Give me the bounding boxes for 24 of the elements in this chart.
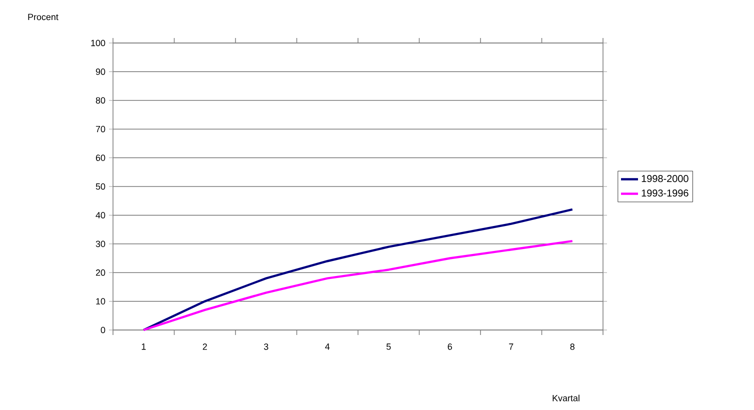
x-tick-label: 2 — [202, 344, 207, 350]
x-tick-label: 8 — [570, 344, 574, 350]
y-tick-label: 40 — [96, 212, 106, 218]
legend-label: 1998-2000 — [642, 175, 688, 182]
x-tick-label: 3 — [264, 344, 268, 350]
x-axis-title: Kvartal — [552, 394, 580, 402]
y-tick-label: 80 — [96, 97, 106, 104]
y-tick-label: 10 — [96, 298, 106, 304]
y-tick-label: 60 — [96, 154, 106, 161]
y-tick-label: 100 — [91, 40, 106, 46]
legend-label: 1993-1996 — [642, 189, 688, 197]
y-tick-label: 20 — [96, 269, 106, 276]
y-tick-label: 30 — [96, 240, 106, 248]
y-tick-label: 70 — [96, 126, 106, 132]
x-tick-label: 1 — [142, 344, 146, 350]
y-tick-label: 0 — [100, 326, 106, 334]
line-series — [142, 240, 574, 332]
y-axis-title: Procent — [28, 14, 58, 20]
x-tick-label: 7 — [509, 344, 514, 350]
x-tick-label: 6 — [448, 344, 452, 350]
y-tick-label: 90 — [96, 68, 106, 75]
x-tick-label: 5 — [386, 344, 391, 350]
x-tick-label: 4 — [325, 344, 330, 350]
y-tick-label: 50 — [96, 183, 106, 190]
